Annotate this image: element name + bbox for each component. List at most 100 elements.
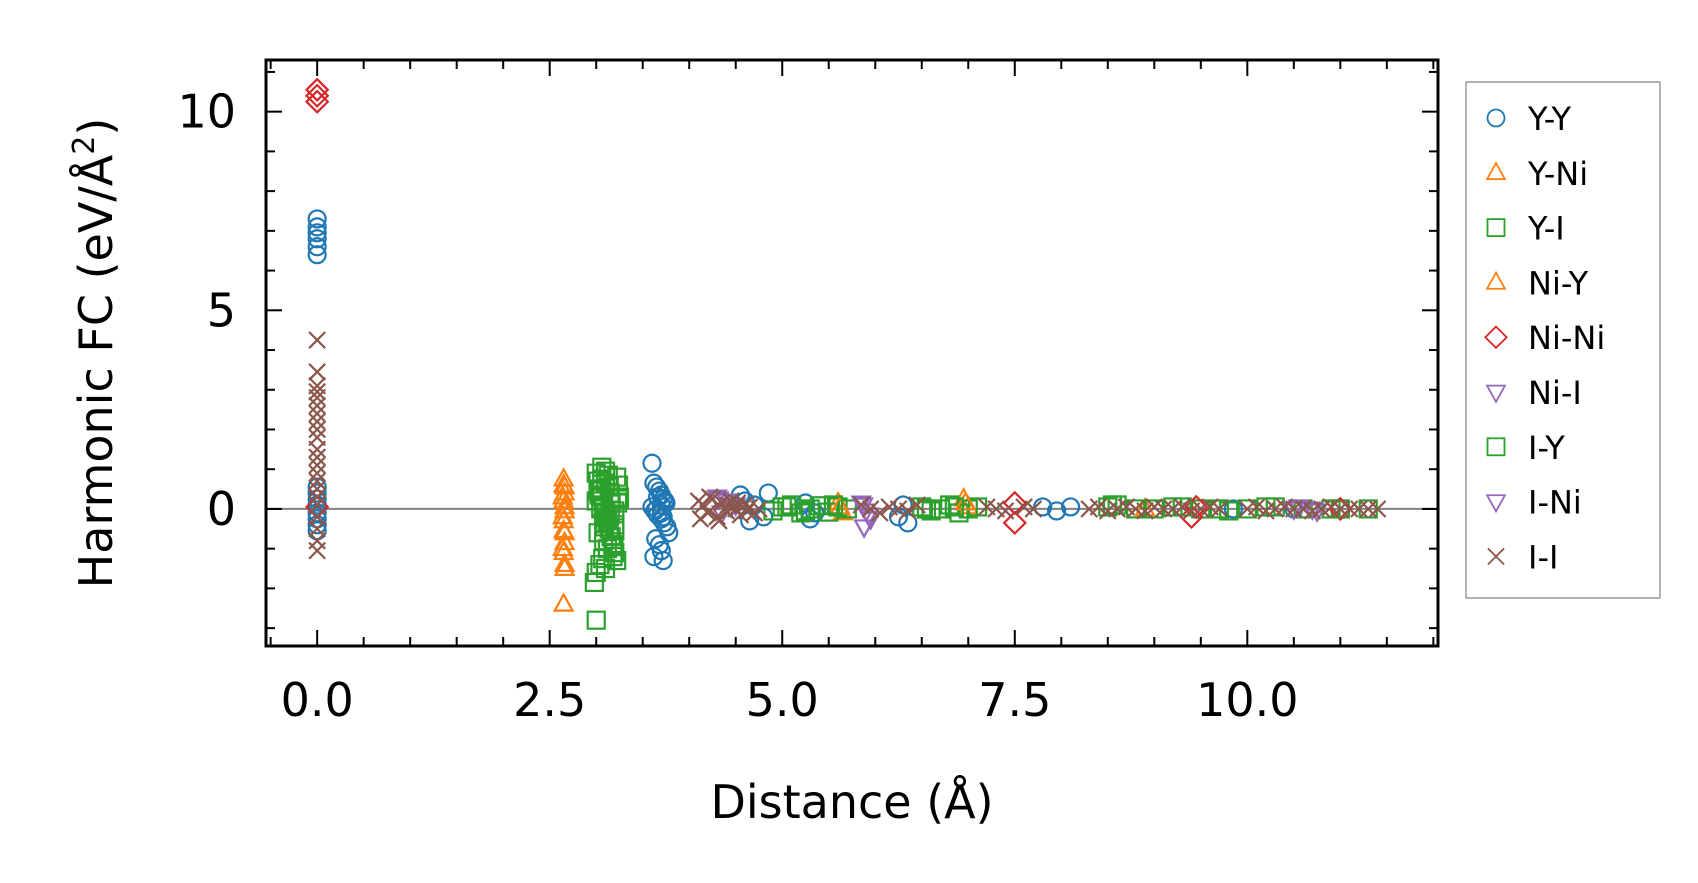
point-y-y	[307, 209, 327, 229]
point-i-i	[710, 512, 728, 530]
point-i-i	[996, 502, 1015, 520]
legend-marker-i-i	[1487, 547, 1505, 566]
point-ni-y	[553, 494, 576, 515]
point-i-i	[871, 504, 889, 522]
legend-item-y-i: Y-I	[1486, 210, 1565, 248]
legend-label: Y-I	[1527, 210, 1565, 248]
legend-item-ni-ni: Ni-Ni	[1484, 319, 1605, 357]
point-i-y	[916, 499, 937, 519]
point-y-y	[651, 495, 671, 515]
point-y-ni	[553, 556, 576, 577]
legend-item-y-ni: Y-Ni	[1485, 155, 1588, 193]
x-tick-label: 5.0	[746, 673, 819, 727]
point-i-i	[308, 420, 327, 439]
point-ni-y	[553, 475, 576, 495]
point-y-y	[1223, 499, 1243, 519]
point-i-y	[594, 517, 615, 537]
legend-label: I-Y	[1528, 429, 1565, 467]
point-y-y	[307, 217, 327, 237]
point-y-y	[307, 229, 327, 249]
point-ni-ni	[304, 89, 330, 114]
point-ni-y	[551, 536, 574, 557]
point-i-i	[308, 363, 327, 381]
legend-item-i-y: I-Y	[1486, 429, 1565, 467]
legend: Y-Y Y-Ni Y-I Ni-Y Ni-Ni Ni-I I-Y I-Ni I-I	[1465, 81, 1661, 599]
point-y-y	[307, 237, 327, 257]
point-i-i	[1368, 500, 1387, 518]
point-y-y	[642, 453, 662, 473]
data-points	[304, 77, 1387, 630]
y-axis-title-main: Harmonic FC (eV/Å	[69, 154, 123, 588]
point-y-i	[609, 489, 630, 509]
point-ni-ni	[1002, 510, 1027, 536]
point-i-y	[795, 501, 816, 521]
point-i-i	[308, 440, 327, 459]
x-axis-title: Distance (Å)	[710, 775, 993, 829]
legend-marker-ni-ni	[1484, 325, 1508, 350]
point-i-y	[823, 495, 843, 515]
point-i-i	[308, 448, 327, 467]
point-i-i	[852, 496, 871, 514]
point-i-i	[308, 464, 327, 483]
y-tick-label: 10	[177, 85, 236, 139]
legend-marker-y-i	[1486, 218, 1506, 238]
point-y-ni	[552, 508, 575, 529]
point-ni-ni	[304, 83, 330, 108]
y-axis-title-superscript: 2	[67, 136, 102, 155]
x-tick-label: 10.0	[1196, 673, 1298, 727]
point-i-y	[607, 493, 628, 513]
point-y-y	[1060, 497, 1081, 517]
point-ni-i	[853, 519, 875, 539]
point-y-ni	[553, 530, 576, 551]
point-y-y	[653, 550, 673, 571]
point-ni-ni	[304, 77, 330, 102]
series-ni-ni	[304, 77, 1353, 536]
point-i-i	[308, 488, 327, 506]
legend-label: Ni-I	[1528, 374, 1582, 412]
x-tick-label: 2.5	[513, 673, 586, 727]
point-y-y	[307, 483, 327, 503]
point-y-y	[644, 547, 664, 567]
legend-label: Y-Ni	[1527, 155, 1588, 193]
point-i-i	[691, 510, 710, 528]
point-ni-y	[553, 520, 576, 541]
y-axis-title: Harmonic FC (eV/Å2)	[67, 118, 123, 589]
point-i-i	[308, 480, 327, 498]
point-ni-y	[553, 552, 576, 573]
point-y-y	[1047, 501, 1067, 521]
point-i-y	[604, 537, 624, 557]
point-y-y	[653, 507, 673, 527]
point-i-i	[308, 412, 327, 431]
point-ni-ni	[1183, 494, 1209, 520]
point-y-y	[307, 223, 327, 243]
point-i-i	[1210, 500, 1229, 518]
axis-ticks	[266, 60, 1438, 646]
legend-label: I-I	[1528, 538, 1558, 576]
point-i-i	[1173, 498, 1192, 516]
point-i-i	[308, 382, 327, 401]
point-i-i	[308, 541, 327, 560]
point-y-ni	[552, 592, 575, 612]
point-i-i	[308, 404, 327, 423]
point-i-i	[308, 456, 327, 475]
point-y-ni	[553, 498, 576, 519]
point-ni-y	[954, 490, 977, 511]
x-tick-label: 0.0	[281, 673, 354, 727]
point-y-i	[586, 562, 606, 583]
plot-area-frame	[264, 58, 1440, 648]
point-y-y	[307, 245, 327, 265]
point-i-i	[308, 331, 327, 349]
legend-marker-ni-i	[1485, 384, 1507, 404]
point-i-i	[1247, 498, 1266, 516]
point-ni-ni	[1179, 504, 1204, 530]
x-tick-label: 7.5	[978, 673, 1051, 727]
point-i-i	[308, 388, 327, 407]
legend-label: Y-Y	[1527, 100, 1572, 138]
legend-item-i-i: I-I	[1487, 538, 1558, 576]
legend-item-ni-y: Ni-Y	[1485, 264, 1589, 302]
point-y-y	[898, 513, 918, 533]
point-i-i	[738, 502, 756, 520]
series-y-i	[584, 457, 1378, 630]
point-i-i	[700, 488, 719, 506]
point-i-i	[308, 472, 327, 490]
